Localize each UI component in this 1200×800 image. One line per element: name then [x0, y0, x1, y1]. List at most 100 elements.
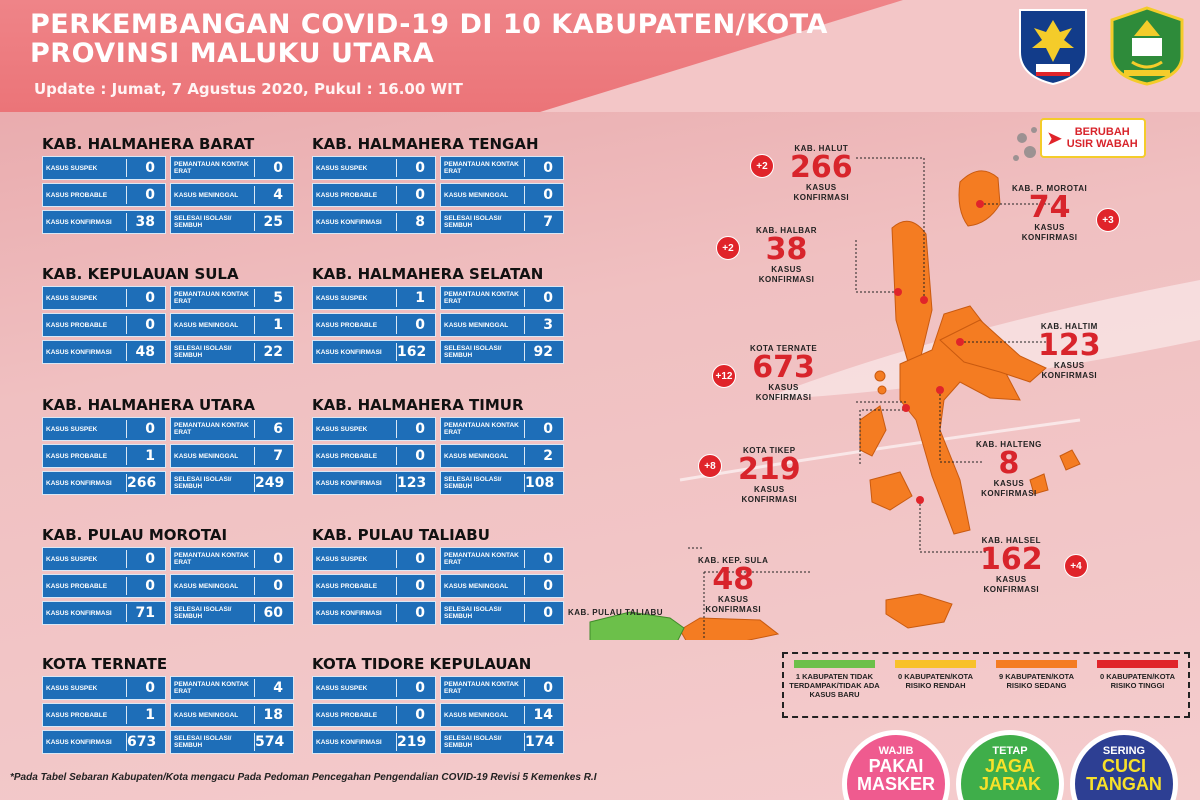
stat-label: KASUS KONFIRMASI	[46, 609, 112, 617]
district-panel: KOTA TIDORE KEPULAUAN KASUS SUSPEK 0 PEMANT…	[312, 652, 564, 754]
stat-label: PEMANTAUAN KONTAK ERAT	[174, 161, 249, 175]
map-marker-label: KAB. HALUT 266 KASUS KONFIRMASI	[790, 144, 853, 203]
marker-kab: KAB. P. MOROTAI	[1012, 184, 1088, 193]
stat-divider	[126, 577, 127, 595]
stat-value: 8	[415, 214, 425, 230]
stat-value: 0	[145, 680, 155, 696]
district-name: KAB. HALMAHERA TENGAH	[312, 135, 539, 153]
stat-cell-probable: KASUS PROBABLE 0	[312, 313, 436, 337]
stat-cell-suspek: KASUS SUSPEK 0	[42, 156, 166, 180]
stat-divider	[126, 679, 127, 697]
stat-value: 0	[273, 551, 283, 567]
stat-label: SELESAI ISOLASI/ SEMBUH	[174, 345, 232, 359]
campaign-bottom: TANGAN	[1086, 774, 1162, 794]
district-name: KAB. HALMAHERA SELATAN	[312, 265, 544, 283]
campaign-top: SERING	[1102, 745, 1146, 757]
marker-kab: KAB. HALTIM	[1040, 322, 1098, 331]
stat-divider	[254, 316, 255, 334]
stat-divider	[254, 213, 255, 231]
stat-divider	[396, 213, 397, 231]
stat-label: KASUS PROBABLE	[316, 711, 378, 719]
marker-count: 48	[712, 562, 755, 597]
stat-cell-selesai: SELESAI ISOLASI/ SEMBUH 60	[170, 601, 294, 625]
marker-delta-badge: +4	[1064, 554, 1088, 578]
map-marker-label: KOTA TERNATE 673 KASUS KONFIRMASI	[750, 344, 817, 403]
stat-label: KASUS SUSPEK	[46, 164, 98, 172]
marker-count: 74	[1028, 190, 1071, 225]
marker-delta-badge: +2	[716, 236, 740, 260]
stat-value: 0	[415, 448, 425, 464]
footnote: *Pada Tabel Sebaran Kabupaten/Kota menga…	[10, 772, 597, 783]
stat-cell-selesai: SELESAI ISOLASI/ SEMBUH 25	[170, 210, 294, 234]
stat-cell-konfirmasi: KASUS KONFIRMASI 266	[42, 471, 166, 495]
stat-cell-probable: KASUS PROBABLE 0	[312, 183, 436, 207]
stat-divider	[524, 550, 525, 568]
stat-label: PEMANTAUAN KONTAK ERAT	[174, 422, 249, 436]
stat-value: 0	[145, 551, 155, 567]
stat-cell-suspek: KASUS SUSPEK 0	[312, 417, 436, 441]
stat-value: 1	[273, 317, 283, 333]
marker-kab: KAB. HALBAR	[756, 226, 818, 235]
map-marker-label: KAB. KEP. SULA 48 KASUS KONFIRMASI	[698, 556, 768, 615]
stat-cell-konfirmasi: KASUS KONFIRMASI 123	[312, 471, 436, 495]
stat-cell-meninggal: KASUS MENINGGAL 7	[170, 444, 294, 468]
marker-kab: KAB. PULAU TALIABU	[568, 608, 664, 617]
stat-label: PEMANTAUAN KONTAK ERAT	[444, 552, 519, 566]
stat-divider	[126, 733, 127, 751]
stat-cell-selesai: SELESAI ISOLASI/ SEMBUH 174	[440, 730, 564, 754]
marker-konfirmasi: KONFIRMASI	[741, 495, 798, 504]
stat-cell-meninggal: KASUS MENINGGAL 0	[170, 574, 294, 598]
stat-label: SELESAI ISOLASI/ SEMBUH	[444, 345, 502, 359]
campaign-badge: TETAP JAGA JARAK	[956, 730, 1064, 800]
stat-value: 48	[135, 344, 155, 360]
marker-count: 219	[738, 452, 801, 487]
stat-value: 5	[273, 290, 283, 306]
stat-label: SELESAI ISOLASI/ SEMBUH	[444, 476, 502, 490]
stat-label: KASUS PROBABLE	[46, 711, 108, 719]
stat-value: 25	[263, 214, 283, 230]
district-name: KAB. PULAU TALIABU	[312, 526, 490, 544]
marker-konfirmasi: KONFIRMASI	[981, 489, 1037, 498]
stat-label: KASUS MENINGGAL	[444, 321, 509, 329]
stat-cell-selesai: SELESAI ISOLASI/ SEMBUH 249	[170, 471, 294, 495]
bnpb-logo	[1019, 9, 1087, 86]
stat-cell-suspek: KASUS SUSPEK 0	[312, 676, 436, 700]
stat-value: 162	[397, 344, 427, 360]
district-stats: KASUS SUSPEK 0 PEMANTAUAN KONTAK ERAT 4 KASU…	[42, 676, 294, 754]
stat-label: KASUS MENINGGAL	[174, 582, 239, 590]
stat-value: 1	[145, 448, 155, 464]
stat-divider	[254, 159, 255, 177]
stat-label: KASUS KONFIRMASI	[46, 738, 112, 746]
stat-divider	[126, 706, 127, 724]
stat-divider	[396, 420, 397, 438]
stat-divider	[524, 604, 525, 622]
stat-value: 92	[533, 344, 553, 360]
stat-divider	[254, 604, 255, 622]
district-name: KOTA TERNATE	[42, 655, 168, 673]
island-obi	[885, 593, 953, 629]
stat-cell-probable: KASUS PROBABLE 0	[42, 574, 166, 598]
stat-divider	[396, 577, 397, 595]
stat-value: 0	[145, 187, 155, 203]
stat-value: 0	[543, 605, 553, 621]
stat-label: KASUS MENINGGAL	[174, 321, 239, 329]
legend-text: 0 KABUPATEN/KOTA RISIKO TINGGI	[1100, 672, 1175, 690]
district-panel: KAB. HALMAHERA UTARA KASUS SUSPEK 0 PEMANTA…	[42, 393, 294, 495]
district-stats: KASUS SUSPEK 0 PEMANTAUAN KONTAK ERAT 0 KASU…	[42, 156, 294, 234]
stat-value: 0	[415, 187, 425, 203]
stat-label: KASUS SUSPEK	[316, 555, 368, 563]
stat-value: 249	[255, 475, 285, 491]
island-sula	[679, 617, 780, 645]
marker-kab: KOTA TERNATE	[750, 344, 818, 353]
stat-label: PEMANTAUAN KONTAK ERAT	[174, 291, 249, 305]
marker-count: 38	[765, 232, 808, 267]
stat-label: KASUS MENINGGAL	[174, 711, 239, 719]
marker-delta-badge: +8	[698, 454, 722, 478]
stat-cell-selesai: SELESAI ISOLASI/ SEMBUH 0	[440, 601, 564, 625]
stat-cell-selesai: SELESAI ISOLASI/ SEMBUH 108	[440, 471, 564, 495]
stat-divider	[126, 343, 127, 361]
stat-cell-meninggal: KASUS MENINGGAL 1	[170, 313, 294, 337]
stat-value: 219	[397, 734, 427, 750]
stat-cell-konfirmasi: KASUS KONFIRMASI 219	[312, 730, 436, 754]
marker-kab: KAB. HALTENG	[976, 440, 1042, 449]
